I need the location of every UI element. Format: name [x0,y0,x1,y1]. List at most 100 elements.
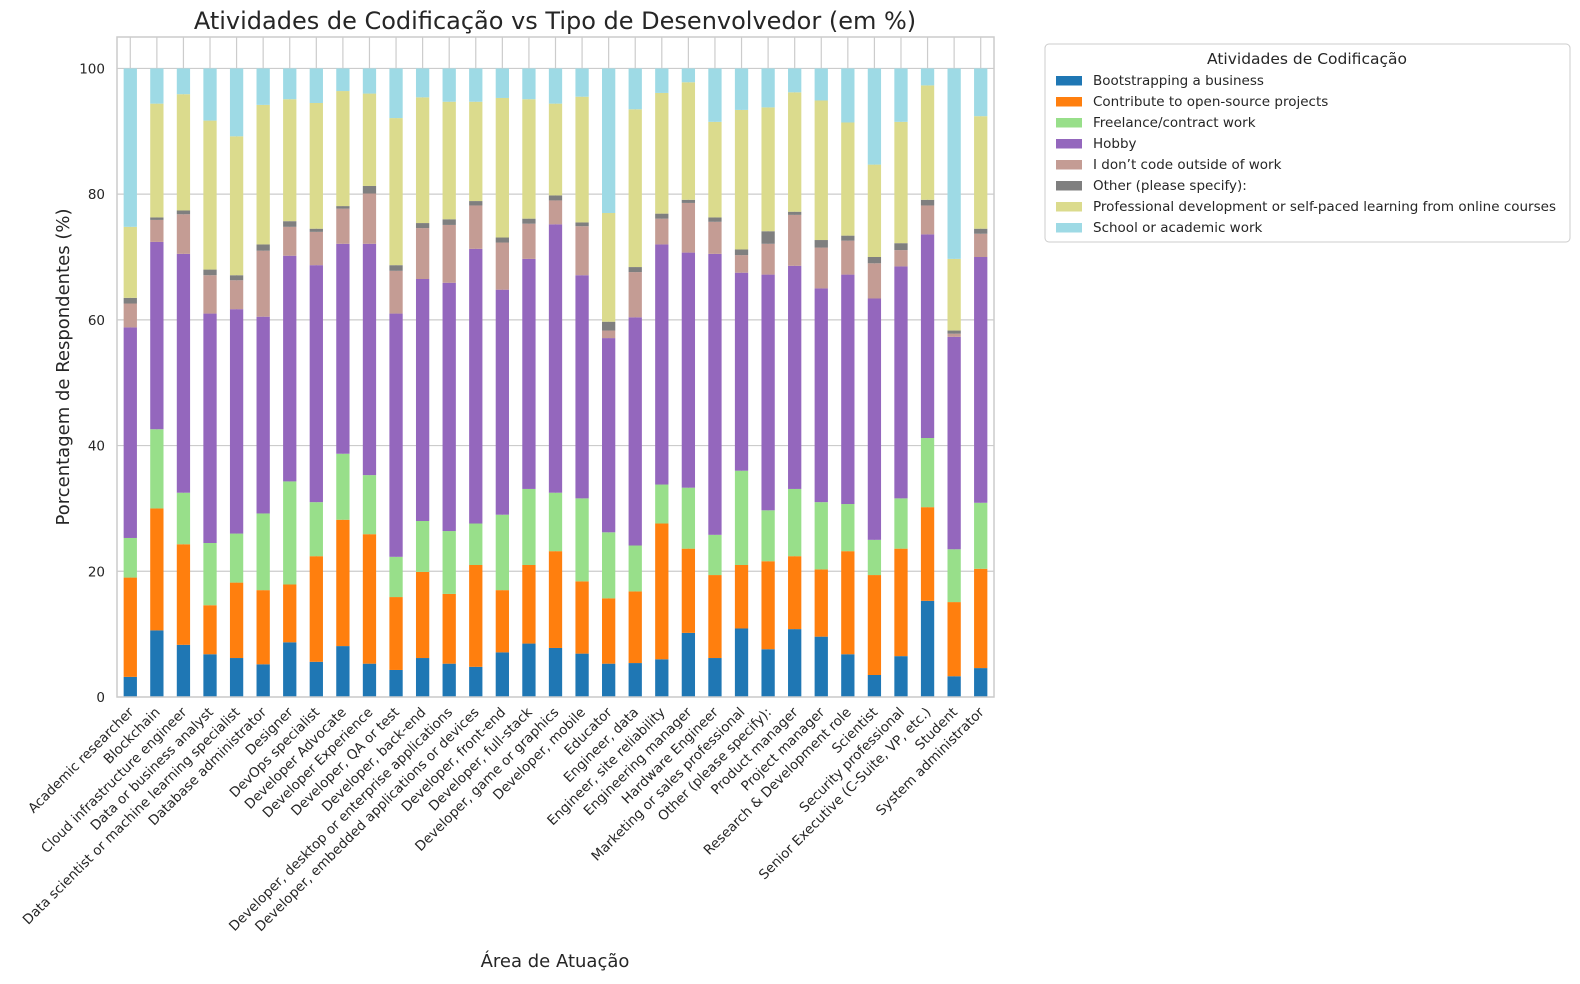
bar-segment-1-20 [628,663,642,697]
bar-segment-7-12 [415,97,430,224]
bar-segment-7-15 [495,97,509,238]
bar-segment-7-11 [389,118,403,266]
bar-segment-6-18 [575,222,589,227]
bar-segment-5-15 [495,242,509,290]
bar-segment-6-10 [362,185,377,194]
bar-segment-5-13 [442,224,456,283]
bar-segment-8-20 [628,68,642,110]
bar-segment-8-26 [788,68,802,93]
legend-swatch-2 [1056,97,1082,107]
bar-segment-4-3 [176,253,191,493]
bar-segment-3-3 [176,492,191,545]
bar-segment-4-2 [150,241,164,430]
bar-segment-7-26 [788,92,802,212]
bar-segment-6-6 [256,244,270,251]
bar-segment-7-32 [947,258,961,331]
bar-segment-6-1 [123,297,137,304]
bar-segment-7-2 [150,103,164,218]
bar-segment-1-4 [203,654,217,697]
bar-segment-7-6 [256,104,270,245]
bar-segment-6-27 [814,240,828,248]
bar-segment-8-8 [309,68,323,103]
bar-segment-3-13 [442,531,456,594]
bar-segment-5-9 [336,208,350,244]
legend-label-1: Bootstrapping a business [1093,73,1264,89]
bar-segment-5-23 [708,221,722,254]
bar-segment-3-22 [681,487,696,549]
bar-segment-6-12 [415,223,430,229]
bar-segment-4-31 [920,234,935,439]
bar-segment-3-32 [947,549,961,603]
bar-segment-1-7 [283,642,297,697]
bar-segment-2-2 [150,508,164,631]
bar-segment-6-25 [761,231,775,244]
bar-segment-2-21 [655,523,669,660]
bar-segment-1-33 [974,668,988,697]
bar-segment-1-13 [442,663,456,697]
bar-segment-3-2 [150,429,164,509]
bar-segment-3-8 [309,502,323,557]
bar-segment-4-4 [203,313,217,543]
legend-swatch-8 [1056,223,1082,233]
bar-segment-7-29 [867,164,882,257]
bar-segment-4-5 [229,309,244,534]
bar-segment-2-32 [947,602,961,677]
bar-segment-6-32 [947,330,961,334]
bar-segment-4-30 [894,266,908,499]
bar-segment-2-22 [681,548,696,633]
bar-segment-1-25 [761,649,775,697]
bar-segment-3-9 [336,453,350,520]
bar-segment-3-7 [283,481,297,585]
bar-segment-7-17 [548,103,563,196]
bar-segment-4-1 [123,327,137,538]
bar-segment-1-31 [920,600,935,697]
bar-segment-1-30 [894,656,908,697]
x-axis-label: Área de Atuação [481,950,630,972]
bar-segment-8-25 [761,68,775,108]
y-tick-label: 20 [88,564,105,580]
bar-segment-6-9 [336,206,350,209]
bar-segment-6-5 [229,275,244,281]
bar-segment-8-19 [602,68,616,213]
bar-segment-5-25 [761,243,775,275]
legend-swatch-3 [1056,118,1082,128]
bar-segment-2-29 [867,575,882,675]
bar-segment-2-30 [894,548,908,657]
bar-segment-1-1 [123,676,137,697]
bar-segment-1-26 [788,629,802,697]
bar-segment-2-12 [415,571,430,659]
bar-segment-8-15 [495,68,509,98]
bar-segment-2-5 [229,582,244,659]
bar-segment-8-29 [867,68,882,165]
bar-segment-7-30 [894,121,908,244]
bar-segment-1-2 [150,630,164,697]
bar-segment-2-6 [256,590,270,665]
bar-segment-6-8 [309,228,323,232]
legend-swatch-1 [1056,76,1082,86]
bar-segment-8-9 [336,68,350,92]
bar-segment-7-13 [442,101,456,220]
bar-segment-2-1 [123,577,137,677]
bar-segment-6-7 [283,221,297,227]
bar-segment-8-5 [229,68,244,137]
bar-segment-6-11 [389,265,403,271]
plot-frame [116,36,995,698]
bar-segment-1-16 [522,643,536,697]
bar-segment-4-27 [814,288,828,503]
bar-segment-7-28 [841,122,855,236]
bar-segment-6-14 [469,201,483,206]
bar-segment-1-14 [469,666,483,697]
bar-segment-8-3 [176,68,191,95]
bar-segment-8-24 [734,68,749,110]
bar-segment-6-23 [708,217,722,222]
legend-label-7: Professional development or self-paced l… [1093,199,1556,215]
bar-segment-1-21 [655,659,669,697]
bar-segment-8-28 [841,68,855,123]
bar-segment-8-7 [283,68,297,100]
bar-segment-1-32 [947,676,961,697]
bar-segment-6-19 [602,321,616,331]
bar-segment-2-14 [469,565,483,667]
bar-segment-2-8 [309,556,323,662]
bar-segment-8-10 [362,68,377,94]
bar-segment-7-18 [575,96,589,223]
